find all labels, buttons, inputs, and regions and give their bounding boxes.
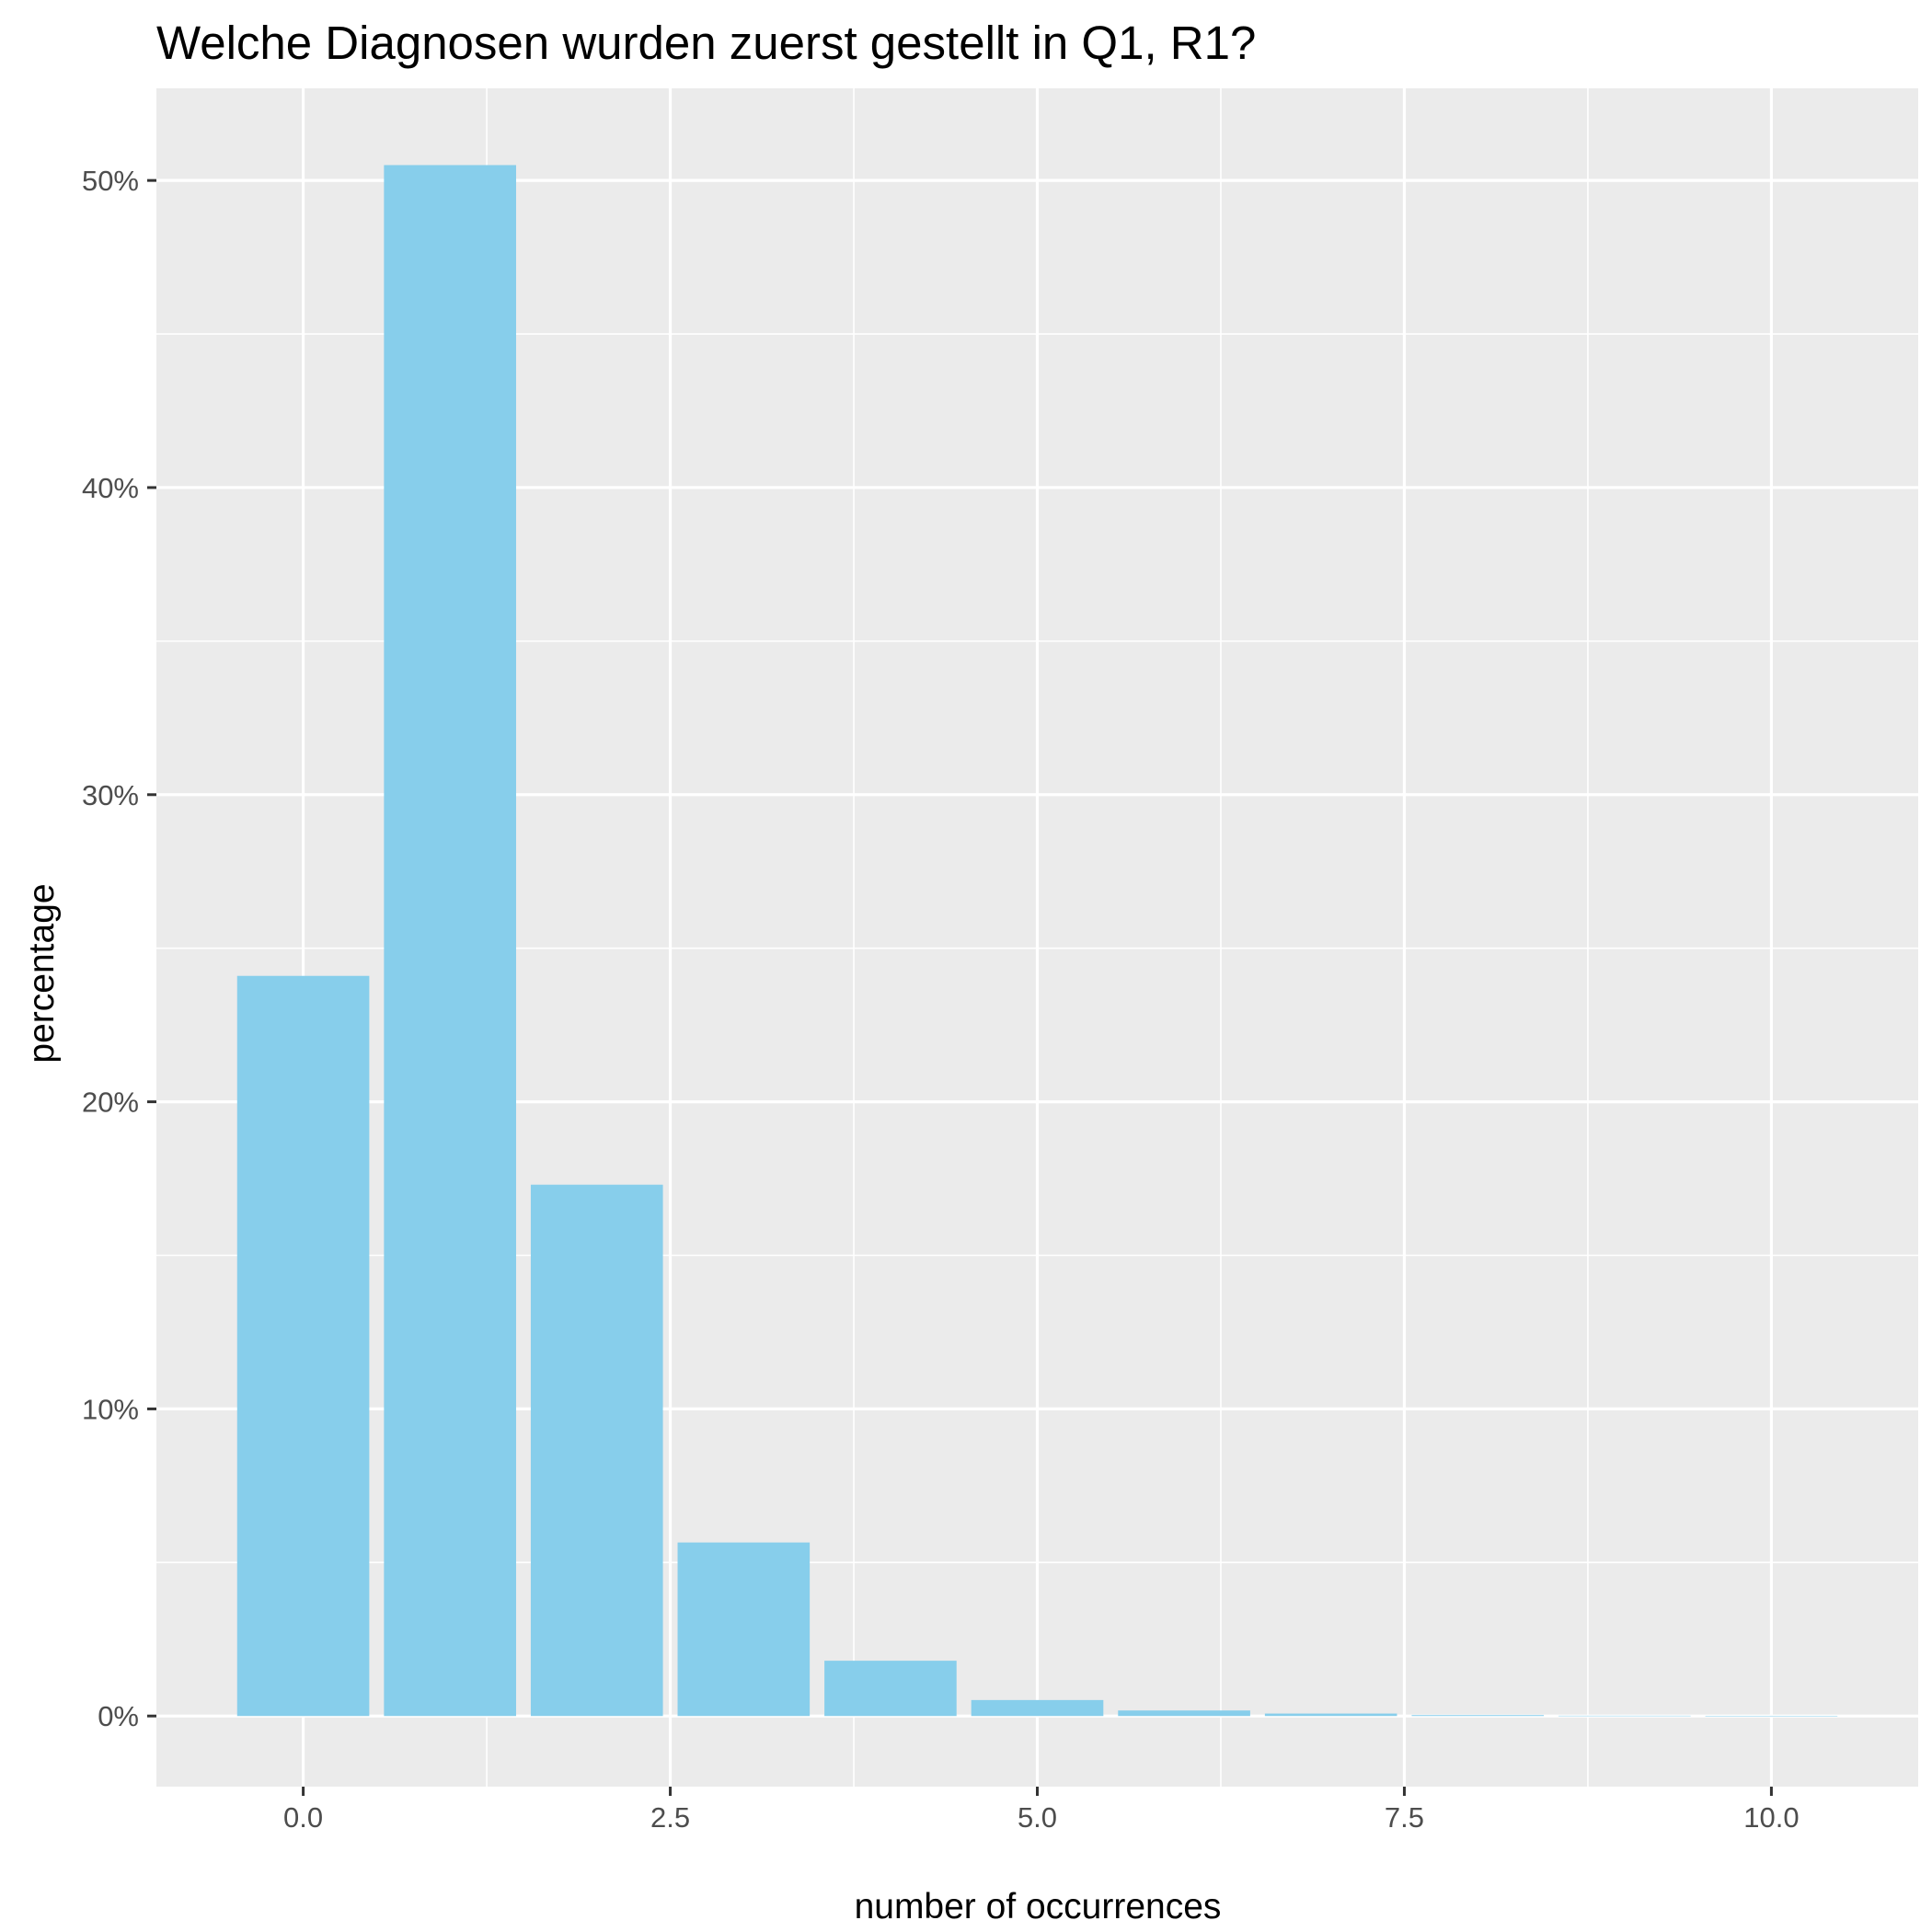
bar-5 (972, 1700, 1104, 1716)
bar-4 (824, 1661, 957, 1716)
y-tick-label: 40% (82, 472, 139, 504)
y-tick-label: 20% (82, 1087, 139, 1119)
y-tick-label: 30% (82, 779, 139, 811)
bar-0 (237, 976, 370, 1716)
y-axis: 0% 10% 20% 30% 40% 50% (82, 165, 156, 1732)
x-tick-label: 0.0 (283, 1801, 323, 1834)
x-tick-label: 10.0 (1743, 1801, 1799, 1834)
bar-9 (1558, 1716, 1691, 1717)
y-tick-label: 50% (82, 165, 139, 197)
chart-title: Welche Diagnosen wurden zuerst gestellt … (156, 17, 1256, 69)
y-axis-title: percentage (22, 883, 62, 1063)
bar-6 (1118, 1710, 1250, 1716)
x-tick-label: 5.0 (1018, 1801, 1057, 1834)
y-tick-label: 0% (98, 1700, 139, 1732)
x-axis: 0.0 2.5 5.0 7.5 10.0 (283, 1787, 1800, 1834)
x-axis-title: number of occurrences (855, 1887, 1222, 1926)
bar-8 (1411, 1715, 1544, 1716)
x-tick-label: 7.5 (1385, 1801, 1424, 1834)
bar-1 (384, 165, 516, 1716)
bar-3 (678, 1543, 811, 1717)
y-tick-label: 10% (82, 1393, 139, 1425)
x-tick-label: 2.5 (650, 1801, 690, 1834)
bar-2 (531, 1185, 663, 1717)
bar-10 (1706, 1716, 1838, 1717)
bar-7 (1265, 1714, 1397, 1717)
